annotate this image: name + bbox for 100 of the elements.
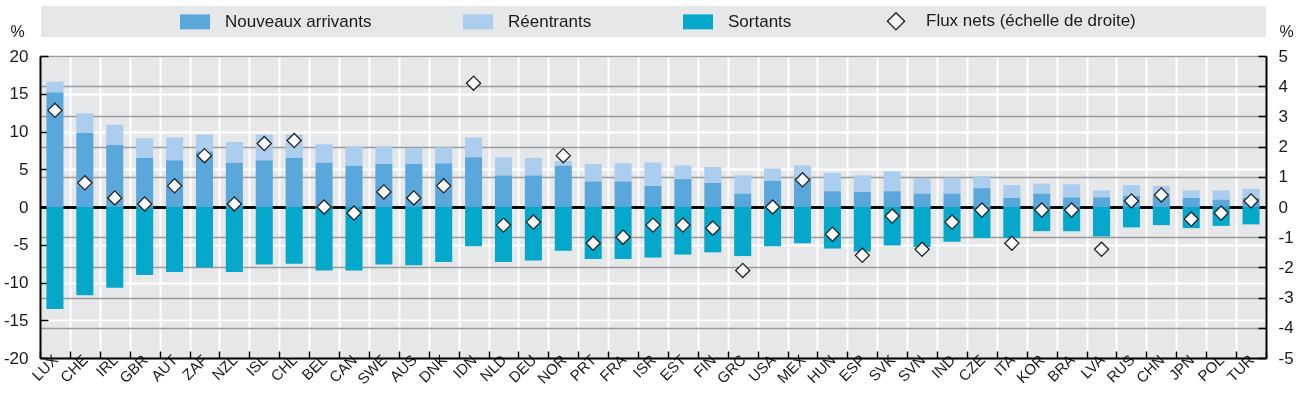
bar (793, 207, 812, 244)
bar (1242, 207, 1260, 225)
y-tick-label: 10 (9, 122, 29, 141)
y2-tick-label: 4 (1278, 76, 1288, 96)
point (1153, 187, 1170, 203)
bar (76, 113, 94, 134)
bar (345, 146, 363, 166)
bar (704, 182, 722, 207)
bar (1093, 207, 1111, 237)
point (1063, 202, 1080, 218)
bar (315, 144, 333, 163)
x-tick-label: ISR (629, 351, 660, 381)
point (974, 202, 990, 218)
legend-label: Nouveaux arrivants (225, 11, 372, 31)
bar (704, 166, 722, 183)
point (316, 199, 332, 215)
point (107, 190, 123, 206)
bar (136, 138, 154, 158)
legend-label: Sortants (728, 11, 792, 31)
point (47, 102, 63, 119)
bar (435, 207, 453, 263)
bar (315, 162, 333, 207)
bar (1003, 207, 1021, 238)
bar (494, 175, 513, 207)
bar (554, 207, 572, 251)
point (196, 147, 213, 164)
bar (973, 188, 991, 207)
point (136, 196, 153, 212)
legend-label: Réentrants (508, 11, 592, 31)
bar (674, 165, 692, 180)
point (794, 172, 811, 188)
bar (285, 207, 303, 264)
bar (1122, 207, 1140, 228)
bar (195, 134, 213, 152)
point (465, 75, 482, 91)
x-tick-label: IND (927, 351, 959, 382)
bar (285, 157, 303, 207)
bar (674, 179, 692, 207)
bar (823, 173, 841, 192)
bar (1122, 185, 1140, 196)
bar (913, 193, 931, 207)
point (1243, 193, 1259, 209)
bar (734, 193, 752, 207)
bar (166, 207, 184, 272)
point (585, 235, 601, 251)
x-tick-label: NZL (208, 351, 241, 384)
bar (823, 191, 841, 207)
point (1213, 205, 1229, 221)
bar (405, 148, 423, 164)
point (495, 217, 512, 233)
y2-axis-title: % (1279, 22, 1294, 40)
x-tick-label: BEL (298, 351, 331, 384)
bar (524, 157, 542, 176)
bar (584, 163, 602, 182)
bar (883, 191, 901, 207)
bar (46, 92, 64, 207)
bar (853, 207, 871, 252)
bar (76, 207, 94, 296)
bar (524, 175, 542, 207)
y2-tick-label: 1 (1278, 167, 1288, 187)
bar (1003, 197, 1021, 207)
point (884, 208, 900, 224)
y-axis-title: % (10, 22, 25, 40)
bar (405, 207, 423, 266)
bar (644, 185, 662, 207)
bar (46, 207, 64, 309)
bar (1033, 183, 1051, 194)
y2-tick-label: -5 (1278, 348, 1294, 368)
bar (315, 207, 333, 271)
bar (883, 171, 901, 192)
y2-tick-label: 2 (1278, 137, 1288, 157)
y2-tick-label: -3 (1278, 288, 1294, 308)
point (226, 196, 243, 212)
point (525, 214, 542, 230)
x-tick-label: JPN (1165, 351, 1198, 384)
y-tick-label: 0 (19, 197, 29, 217)
point (555, 147, 572, 164)
point (914, 241, 930, 257)
bar (136, 207, 154, 275)
bar (465, 137, 483, 158)
bar (375, 146, 393, 164)
x-tick-label: FIN (689, 351, 719, 381)
bar (1212, 190, 1230, 200)
bar (913, 178, 931, 194)
y-tick-label: 15 (9, 84, 29, 104)
y-tick-label: -20 (3, 348, 29, 368)
y-tick-label: -10 (3, 273, 29, 292)
y2-tick-label: -2 (1278, 257, 1294, 277)
bar (764, 207, 782, 247)
bar (375, 207, 393, 265)
bar (1003, 185, 1021, 198)
y-tick-label: -5 (13, 235, 29, 255)
point (77, 175, 93, 191)
bar (734, 207, 752, 257)
bar (913, 207, 931, 248)
bar (943, 193, 961, 207)
bar (106, 207, 124, 288)
bar (195, 207, 213, 268)
y2-tick-label: -1 (1278, 227, 1294, 247)
bar (494, 157, 513, 176)
